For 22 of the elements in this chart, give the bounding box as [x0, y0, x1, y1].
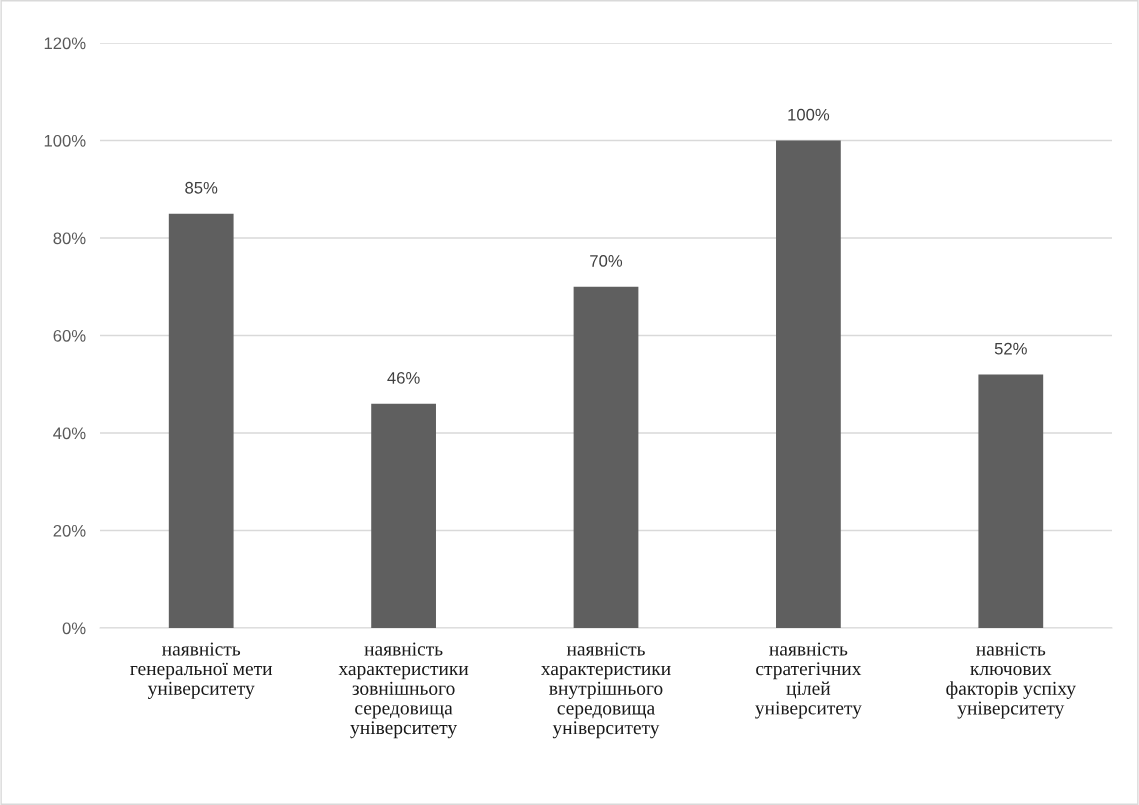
x-tick-label: наявність стратегічних цілей університету — [755, 642, 862, 719]
x-tick-label: навність ключових факторів успіху університету — [946, 642, 1076, 719]
data-label: 70% — [590, 254, 623, 267]
x-tick-label: наявність характеристики внутрішнього середовища університету — [541, 642, 671, 739]
y-tick-label: 20% — [53, 524, 86, 537]
y-tick-label: 100% — [44, 134, 86, 147]
y-tick-label: 40% — [53, 427, 86, 440]
x-tick-label: наявність характеристики зовнішнього середовища університету — [338, 642, 469, 739]
bar — [776, 140, 841, 628]
data-label: 52% — [994, 342, 1027, 355]
y-tick-label: 80% — [53, 232, 86, 245]
data-label: 46% — [387, 371, 420, 384]
x-tick-label: наявність генеральної мети університету — [130, 642, 273, 699]
data-label: 85% — [185, 181, 218, 194]
bar — [978, 374, 1044, 628]
bar — [371, 403, 436, 628]
y-tick-label: 0% — [62, 622, 86, 635]
bar — [168, 213, 234, 628]
y-tick-label: 120% — [44, 37, 86, 50]
y-tick-label: 60% — [53, 329, 86, 342]
bar — [573, 286, 639, 628]
data-label: 100% — [788, 108, 830, 121]
